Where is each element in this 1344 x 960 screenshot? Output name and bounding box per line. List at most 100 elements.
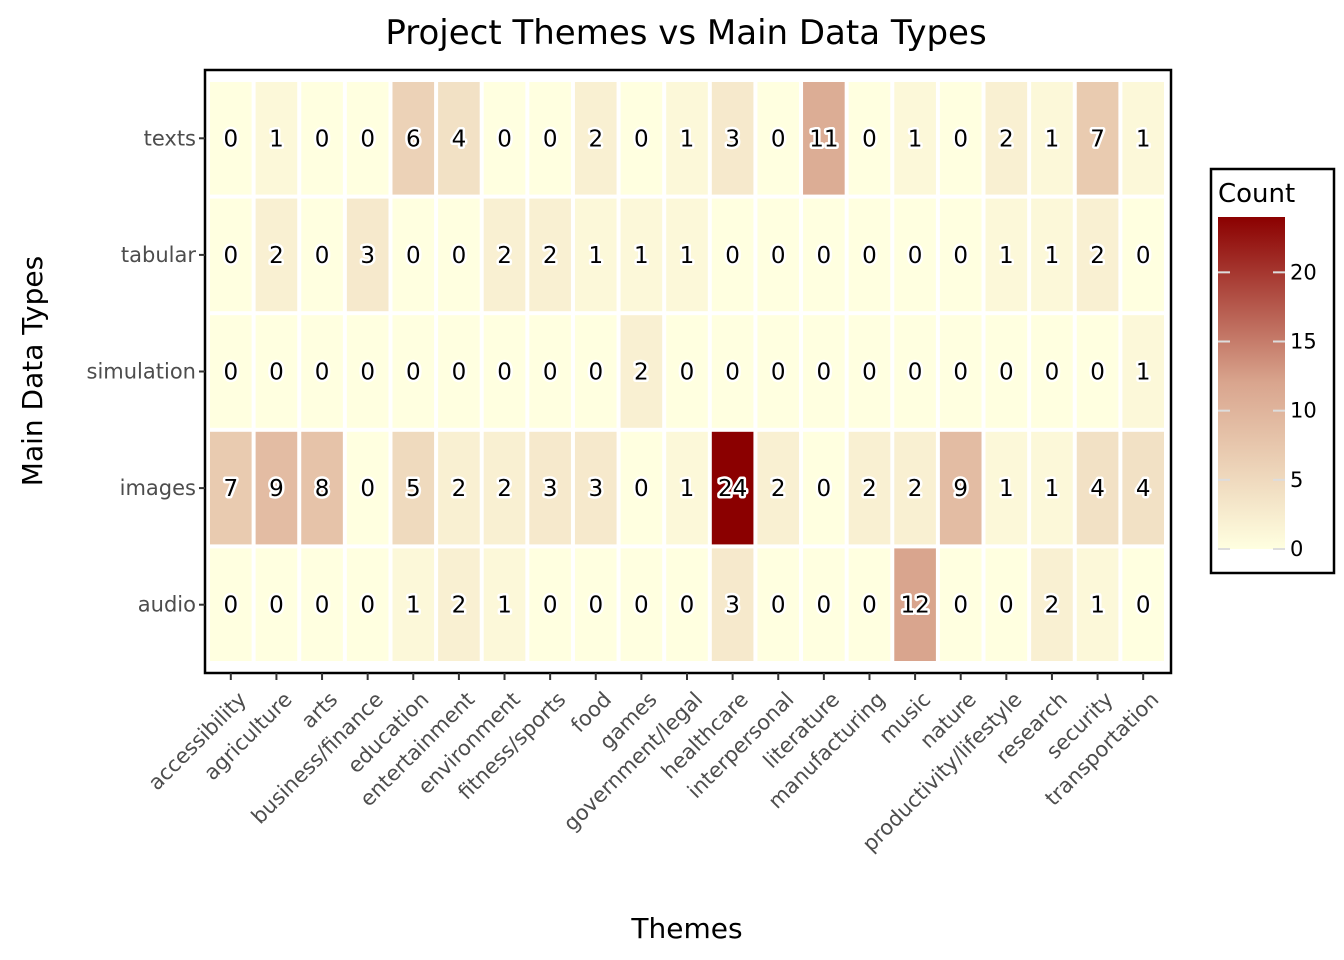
heatmap-cell [803,548,845,661]
cell-value-label: 0 [771,243,786,269]
cell-value-label: 3 [360,243,375,269]
cell-value-label: 3 [725,126,740,152]
heatmap-cell [301,315,343,428]
cell-value-label: 0 [999,593,1014,619]
heatmap-cell [620,82,663,195]
heatmap-cell [666,82,708,195]
cell-value-label: 1 [1045,126,1060,152]
cell-value-label: 0 [771,360,786,386]
cell-value-label: 0 [223,360,238,386]
heatmap-cell [255,315,298,428]
heatmap-cell [1122,315,1164,428]
heatmap-cell [757,82,800,195]
heatmap-cell [1031,198,1073,312]
heatmap-cell [1076,198,1119,312]
cell-value-label: 0 [360,593,375,619]
heatmap-cell [346,548,389,661]
cell-value-label: 0 [406,360,421,386]
cell-value-label: 11 [809,126,838,152]
cell-value-label: 0 [862,593,877,619]
heatmap-cell [255,431,298,545]
cell-value-label: 0 [543,593,558,619]
heatmap-cell [483,431,526,545]
heatmap-cell [1076,548,1119,661]
cell-value-label: 0 [1090,360,1105,386]
heatmap-cell [939,315,982,428]
heatmap-cell [620,431,663,545]
heatmap-cell [894,82,936,195]
cell-value-label: 0 [680,360,695,386]
heatmap-cell [803,82,845,195]
heatmap-cell [894,548,936,661]
cell-value-label: 0 [543,360,558,386]
heatmap-cell [392,315,435,428]
heatmap-cell [666,431,708,545]
heatmap-cell [848,82,891,195]
cell-value-label: 0 [406,243,421,269]
heatmap-cell [894,198,936,312]
cell-value-label: 0 [223,243,238,269]
cell-value-label: 2 [452,476,467,502]
heatmap-cell [848,198,891,312]
cell-value-label: 2 [452,593,467,619]
heatmap-cell [1031,315,1073,428]
heatmap-cell [301,198,343,312]
legend-tick-label: 10 [1290,399,1317,423]
cell-value-label: 0 [315,593,330,619]
cell-value-label: 0 [1136,593,1151,619]
heatmap-cell [1122,82,1164,195]
cell-value-label: 9 [269,476,284,502]
cell-value-label: 0 [452,360,467,386]
heatmap-cell [1122,431,1164,545]
cell-value-label: 0 [953,360,968,386]
cell-value-label: 0 [817,243,832,269]
cell-value-label: 4 [1090,476,1105,502]
cell-value-label: 1 [999,243,1014,269]
legend-tick-label: 0 [1290,537,1303,561]
cell-value-label: 0 [223,126,238,152]
heatmap-cell [848,548,891,661]
cell-value-label: 0 [725,360,740,386]
cell-value-label: 1 [999,476,1014,502]
heatmap-cell [346,198,389,312]
cell-value-label: 0 [269,360,284,386]
heatmap-cell [438,315,480,428]
cell-value-label: 0 [543,126,558,152]
cell-value-label: 2 [588,126,603,152]
heatmap-cell [210,198,252,312]
cell-value-label: 0 [269,593,284,619]
cell-value-label: 1 [1045,243,1060,269]
heatmap-cell [255,82,298,195]
cell-value-label: 2 [497,243,512,269]
chart-title: Project Themes vs Main Data Types [385,13,986,53]
cell-value-label: 1 [908,126,923,152]
heatmap-cell [255,198,298,312]
cell-value-label: 0 [999,360,1014,386]
heatmap-cell [438,431,480,545]
heatmap-cell [301,82,343,195]
cell-value-label: 0 [223,593,238,619]
heatmap-cell [985,548,1028,661]
heatmap-cell [301,548,343,661]
heatmap-cell [620,198,663,312]
cell-value-label: 0 [1045,360,1060,386]
heatmap-cell [757,431,800,545]
cell-value-label: 3 [543,476,558,502]
cell-value-label: 0 [360,126,375,152]
heatmap-cell [711,431,754,545]
heatmap-cell [939,82,982,195]
heatmap-cell [666,315,708,428]
cell-value-label: 1 [634,243,649,269]
cell-value-label: 1 [497,593,512,619]
y-axis-title: Main Data Types [16,256,49,486]
cell-value-label: 6 [406,126,421,152]
y-tick-label: images [120,476,196,500]
cell-value-label: 1 [1136,126,1151,152]
heatmap-cell [803,431,845,545]
cell-value-label: 2 [497,476,512,502]
legend-tick-label: 15 [1290,330,1317,354]
cell-value-label: 0 [771,593,786,619]
cell-value-label: 0 [315,243,330,269]
heatmap-cell [757,548,800,661]
